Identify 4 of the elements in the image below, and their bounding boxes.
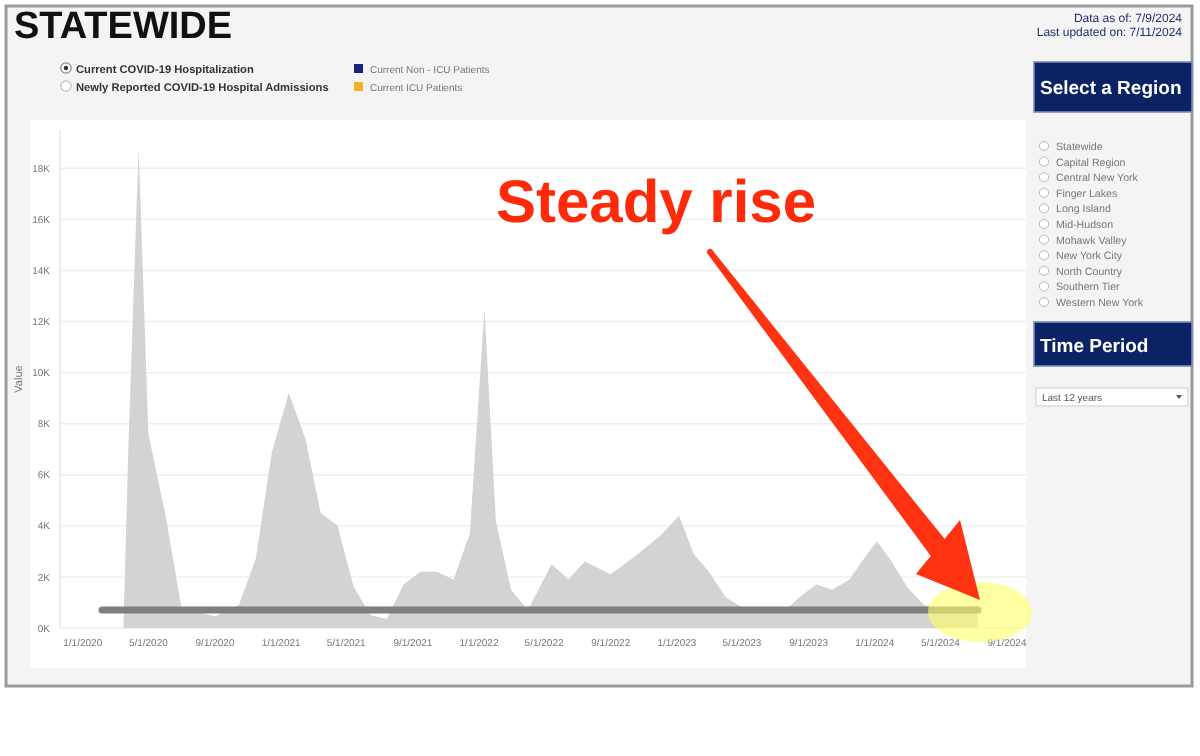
chart-title: STATEWIDE bbox=[14, 6, 233, 48]
text: Time Period bbox=[1040, 336, 1149, 358]
annotation: Steady rise bbox=[495, 170, 817, 236]
text: Select a Region bbox=[1040, 78, 1182, 100]
